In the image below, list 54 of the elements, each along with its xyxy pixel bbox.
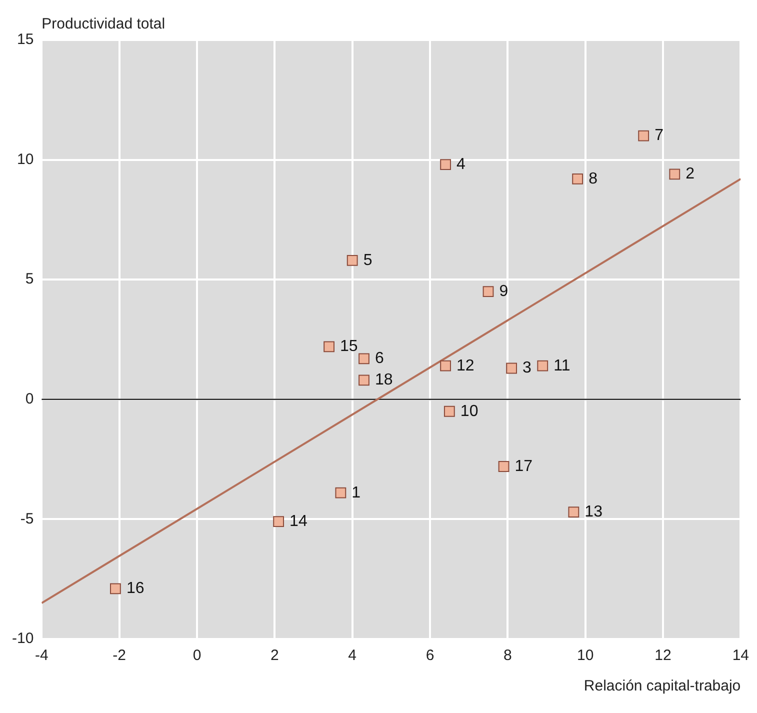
- annotation: 5: [363, 252, 372, 269]
- point: [506, 362, 517, 374]
- x-tick-label: 0: [192, 647, 202, 664]
- annotation: 3: [522, 360, 532, 377]
- point: [482, 286, 494, 298]
- annotation: 12: [456, 357, 474, 374]
- annotation: 18: [374, 372, 393, 389]
- annotation: 14: [290, 513, 308, 530]
- y-tick-label: 0: [25, 390, 34, 408]
- y-tick-label: 15: [16, 31, 34, 48]
- point: [537, 360, 548, 372]
- annotation: 15: [340, 338, 358, 356]
- x-tick-label: 6: [426, 647, 434, 664]
- point: [498, 461, 510, 472]
- annotation: 13: [584, 503, 603, 520]
- x-axis-title: Relación capital-trabajo: [584, 678, 741, 695]
- x-tick-label: 8: [503, 647, 512, 664]
- point: [335, 487, 346, 498]
- y-axis-title: Productividad total: [42, 16, 166, 33]
- annotation: 7: [654, 127, 664, 144]
- y-tick-label: -10: [12, 630, 34, 648]
- point: [346, 254, 358, 266]
- annotation: 2: [686, 166, 695, 183]
- point: [110, 583, 121, 594]
- x-tick-label: -4: [35, 647, 48, 664]
- point: [358, 374, 370, 386]
- x-tick-label: -2: [112, 647, 126, 664]
- annotation: 4: [456, 156, 466, 173]
- annotation: 8: [588, 170, 598, 188]
- point: [324, 341, 334, 352]
- point: [358, 353, 370, 364]
- annotation: 10: [460, 402, 478, 420]
- annotation: 16: [126, 580, 144, 598]
- y-tick-label: -5: [20, 510, 34, 528]
- point: [440, 159, 451, 170]
- x-tick-label: 14: [732, 647, 749, 664]
- annotation: 9: [499, 282, 508, 300]
- point: [568, 506, 580, 518]
- point: [669, 168, 680, 180]
- point: [440, 360, 451, 372]
- x-tick-label: 2: [270, 647, 279, 664]
- annotation: 1: [352, 484, 361, 502]
- y-tick-label: 10: [16, 150, 34, 168]
- x-tick-label: 12: [654, 647, 672, 664]
- point: [444, 406, 455, 417]
- annotation: 17: [514, 458, 533, 475]
- x-tick-label: 10: [576, 647, 594, 664]
- annotation: 6: [374, 350, 384, 368]
- point: [572, 174, 584, 184]
- annotation: 11: [554, 357, 570, 374]
- x-tick-label: 4: [348, 647, 357, 664]
- point: [638, 130, 650, 142]
- y-tick-label: 5: [25, 270, 34, 288]
- point: [273, 516, 284, 528]
